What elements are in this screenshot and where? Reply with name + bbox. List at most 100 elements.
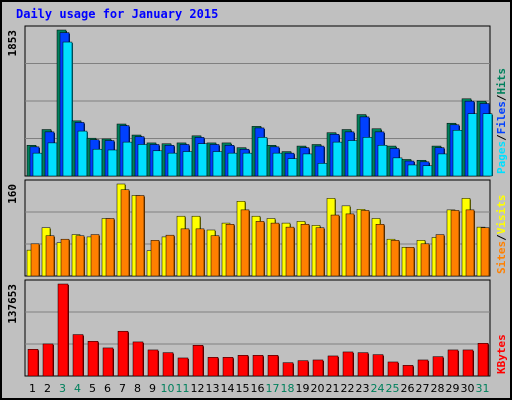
x-tick-label-10: 10 xyxy=(161,382,175,395)
bar-sites-23 xyxy=(360,210,370,277)
bar-pages-2 xyxy=(47,142,58,177)
legend-entry: Visits xyxy=(495,195,508,235)
legend-bottom: KBytes xyxy=(495,334,508,374)
x-tick-label-27: 27 xyxy=(416,382,430,395)
bar-sites-19 xyxy=(300,224,310,277)
bar-pages-22 xyxy=(347,140,358,177)
chart-title: Daily usage for January 2015 xyxy=(16,7,219,21)
bar-sites-9 xyxy=(150,240,160,277)
bar-pages-15 xyxy=(242,152,253,177)
axis-max-label-top: 1853 xyxy=(6,30,19,57)
bar-pages-4 xyxy=(77,130,88,177)
x-tick-label-9: 9 xyxy=(149,382,156,395)
bar-sites-6 xyxy=(105,218,115,277)
x-tick-label-6: 6 xyxy=(104,382,111,395)
bar-sites-21 xyxy=(330,214,340,277)
bar-sites-24 xyxy=(375,224,385,277)
bar-kbytes-1 xyxy=(27,349,39,377)
bar-kbytes-25 xyxy=(387,361,399,377)
x-tick-label-25: 25 xyxy=(386,382,400,395)
axis-max-label-bottom: 137653 xyxy=(6,284,19,324)
bar-sites-5 xyxy=(90,234,100,277)
bar-sites-11 xyxy=(180,228,190,277)
legend-entry: KBytes xyxy=(495,334,508,374)
bar-kbytes-16 xyxy=(252,355,264,377)
bar-kbytes-21 xyxy=(327,355,339,377)
x-tick-label-8: 8 xyxy=(134,382,141,395)
x-tick-label-30: 30 xyxy=(461,382,475,395)
bar-sites-10 xyxy=(165,234,175,277)
bar-pages-6 xyxy=(107,149,118,177)
bar-kbytes-29 xyxy=(447,349,459,377)
bar-kbytes-24 xyxy=(372,354,384,377)
bar-sites-8 xyxy=(135,195,145,277)
bar-kbytes-20 xyxy=(312,359,324,377)
bar-kbytes-15 xyxy=(237,355,249,377)
panel-middle: 160 Sites/Visits xyxy=(6,179,508,277)
bar-pages-14 xyxy=(227,152,238,177)
bar-sites-1 xyxy=(30,243,40,277)
x-tick-label-7: 7 xyxy=(119,382,126,395)
bar-kbytes-3 xyxy=(57,283,69,377)
bar-pages-27 xyxy=(422,165,433,177)
bar-kbytes-12 xyxy=(192,345,204,377)
bar-pages-30 xyxy=(467,113,478,177)
panel-top: 1853 Pages/Files/Hits xyxy=(6,25,508,177)
bar-pages-11 xyxy=(182,151,193,177)
bar-kbytes-8 xyxy=(132,341,144,377)
bar-pages-13 xyxy=(212,151,223,177)
bar-pages-7 xyxy=(122,141,133,177)
bar-sites-22 xyxy=(345,213,355,277)
bar-kbytes-17 xyxy=(267,355,279,377)
x-tick-label-1: 1 xyxy=(29,382,36,395)
bar-pages-17 xyxy=(272,152,283,177)
x-tick-label-31: 31 xyxy=(476,382,490,395)
x-tick-label-4: 4 xyxy=(74,382,81,395)
bar-pages-3 xyxy=(62,41,73,177)
bar-pages-18 xyxy=(287,158,298,177)
bar-pages-28 xyxy=(437,153,448,177)
bar-kbytes-7 xyxy=(117,330,129,377)
x-tick-label-2: 2 xyxy=(44,382,51,395)
legend-top: Pages/Files/Hits xyxy=(495,68,508,174)
bar-kbytes-19 xyxy=(297,360,309,377)
bar-sites-29 xyxy=(450,210,460,277)
bar-pages-29 xyxy=(452,130,463,177)
x-tick-label-28: 28 xyxy=(431,382,445,395)
bar-sites-12 xyxy=(195,228,205,277)
x-tick-label-17: 17 xyxy=(266,382,280,395)
bar-kbytes-11 xyxy=(177,357,189,377)
bar-sites-30 xyxy=(465,209,475,277)
bar-pages-24 xyxy=(377,145,388,177)
bar-pages-25 xyxy=(392,157,403,177)
x-tick-label-24: 24 xyxy=(371,382,385,395)
legend-entry: Hits xyxy=(495,68,508,95)
x-tick-label-21: 21 xyxy=(326,382,340,395)
bar-sites-26 xyxy=(405,247,415,277)
x-tick-label-12: 12 xyxy=(191,382,205,395)
x-tick-label-23: 23 xyxy=(356,382,370,395)
bar-pages-20 xyxy=(317,163,328,177)
bar-kbytes-22 xyxy=(342,351,354,377)
bar-sites-28 xyxy=(435,234,445,277)
legend-entry: Files xyxy=(495,101,508,134)
bar-kbytes-27 xyxy=(417,359,429,377)
bar-sites-2 xyxy=(45,235,55,277)
bar-kbytes-13 xyxy=(207,357,219,377)
bar-sites-31 xyxy=(480,227,490,277)
x-tick-label-5: 5 xyxy=(89,382,96,395)
bar-pages-19 xyxy=(302,153,313,177)
x-tick-label-3: 3 xyxy=(59,382,66,395)
bar-pages-31 xyxy=(482,113,493,177)
bar-pages-9 xyxy=(152,150,163,177)
bar-kbytes-30 xyxy=(462,349,474,377)
bar-pages-26 xyxy=(407,164,418,177)
bar-sites-27 xyxy=(420,243,430,277)
legend-entry: Sites xyxy=(495,241,508,274)
bar-pages-8 xyxy=(137,144,148,177)
x-tick-label-14: 14 xyxy=(221,382,235,395)
x-tick-label-22: 22 xyxy=(341,382,355,395)
x-tick-label-19: 19 xyxy=(296,382,310,395)
bar-kbytes-9 xyxy=(147,349,159,377)
